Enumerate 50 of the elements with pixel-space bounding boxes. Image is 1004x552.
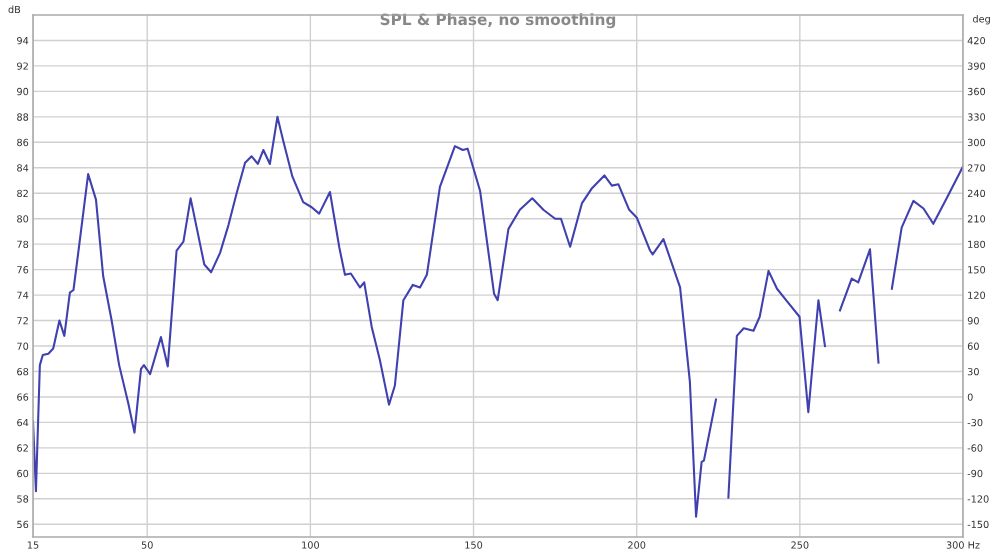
- x-tick-label: 200: [628, 541, 646, 549]
- x-tick-label: 300 Hz: [946, 541, 980, 549]
- y2-tick-label: 300: [967, 138, 986, 147]
- y2-tick-label: 90: [967, 317, 979, 325]
- x-tick-label: 50: [141, 541, 153, 549]
- y2-tick-label: -120: [967, 495, 989, 503]
- y-tick-label: 80: [17, 215, 29, 223]
- x-tick-label: 250: [791, 541, 809, 549]
- y2-tick-label: -150: [967, 520, 989, 529]
- y-tick-label: 84: [17, 164, 29, 172]
- y2-tick-label: 270: [967, 164, 986, 172]
- x-tick-label: 100: [302, 541, 319, 549]
- y-tick-label: 74: [17, 291, 29, 299]
- y2-tick-label: 210: [967, 215, 986, 223]
- y-tick-label: 82: [17, 189, 28, 198]
- x-tick-label: 15: [27, 541, 39, 549]
- y2-tick-label: 360: [967, 87, 986, 96]
- y-tick-label: 58: [17, 495, 29, 503]
- x-tick-label: 150: [465, 541, 483, 549]
- y-tick-label: 90: [17, 87, 29, 96]
- y2-axis-title: deg: [972, 15, 990, 25]
- y2-tick-label: 180: [968, 240, 986, 248]
- y-tick-label: 94: [17, 36, 29, 45]
- y-tick-label: 62: [17, 444, 28, 452]
- y2-tick-label: 330: [967, 113, 986, 121]
- y2-tick-label: 390: [967, 62, 986, 70]
- y-tick-label: 78: [17, 240, 29, 248]
- y-tick-label: 86: [17, 138, 29, 147]
- y2-tick-label: -60: [967, 444, 983, 452]
- y2-tick-label: -90: [967, 469, 983, 478]
- y-tick-label: 60: [17, 469, 29, 478]
- y2-tick-label: 30: [967, 367, 979, 376]
- y-tick-label: 70: [17, 342, 29, 350]
- y2-tick-label: -30: [967, 418, 983, 427]
- y-axis-title: dB: [8, 5, 21, 14]
- chart-title: SPL & Phase, no smoothing: [380, 13, 616, 29]
- y-tick-label: 66: [17, 393, 29, 401]
- y-tick-label: 56: [17, 520, 29, 529]
- y-tick-label: 76: [17, 266, 29, 274]
- y2-tick-label: 240: [967, 189, 986, 198]
- y-tick-label: 64: [17, 418, 29, 427]
- y-tick-label: 72: [17, 317, 28, 325]
- y2-tick-label: 60: [967, 342, 979, 350]
- y2-tick-label: 420: [967, 36, 986, 45]
- y-tick-label: 92: [17, 62, 28, 70]
- y2-tick-label: 0: [967, 393, 973, 401]
- y2-tick-label: 120: [968, 291, 986, 299]
- y-tick-label: 88: [17, 113, 29, 121]
- y-tick-label: 68: [17, 367, 29, 376]
- y2-tick-label: 150: [968, 266, 986, 274]
